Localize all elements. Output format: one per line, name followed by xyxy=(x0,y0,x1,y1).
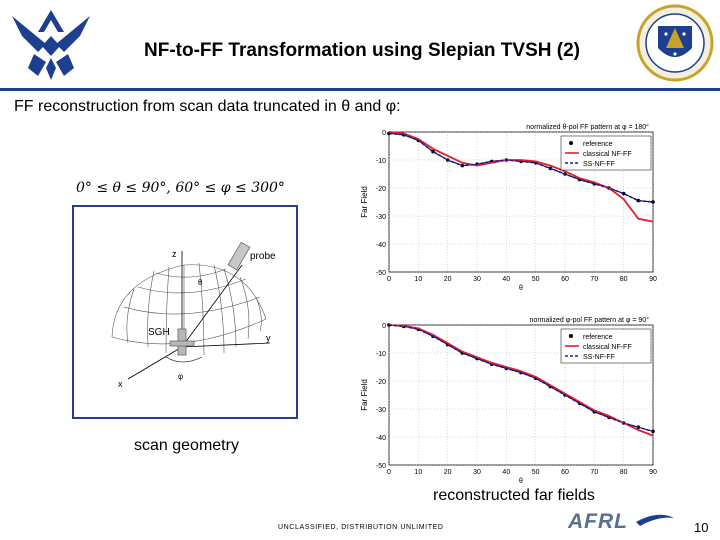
x-tick-label: 60 xyxy=(561,276,569,283)
farfield-chart-theta-pol: 0 10 20 30 40 50 60 70 80 90 0 -10 -20 -30 -40 -50 θ Far … xyxy=(360,123,657,292)
x-tick-label: 90 xyxy=(649,469,657,476)
y-tick-label: -30 xyxy=(376,407,386,414)
x-tick-label: 20 xyxy=(444,469,452,476)
x-axis-label: θ xyxy=(519,285,523,292)
geometry-caption: scan geometry xyxy=(134,437,239,454)
classification-footer: UNCLASSIFIED, DISTRIBUTION UNLIMITED xyxy=(278,524,444,531)
farfield-chart-phi-pol: 0 10 20 30 40 50 60 70 80 90 0 -10 -20 -30 -40 -50 θ Far … xyxy=(360,316,657,485)
label-probe: probe xyxy=(250,251,276,262)
scan-geometry-drawing: z y x probe SGH θ φ xyxy=(111,241,276,389)
legend-entry: classical NF-FF xyxy=(583,344,632,351)
legend-entry: classical NF-FF xyxy=(583,151,632,158)
x-tick-label: 80 xyxy=(620,469,628,476)
scan-range-formula: 0° ≤ θ ≤ 90°, 60° ≤ φ ≤ 300° xyxy=(76,180,285,196)
series-line-1 xyxy=(388,324,654,437)
label-theta: θ xyxy=(198,278,203,287)
x-tick-label: 50 xyxy=(532,276,540,283)
x-tick-label: 30 xyxy=(473,276,481,283)
x-tick-label: 90 xyxy=(649,276,657,283)
legend-entry: reference xyxy=(583,141,613,148)
y-tick-label: -40 xyxy=(376,435,386,442)
afrl-logo-text: AFRL xyxy=(567,510,628,532)
legend-swatch xyxy=(569,141,573,145)
slide-title: NF-to-FF Transformation using Slepian TV… xyxy=(144,40,580,61)
series-line-2 xyxy=(388,324,654,433)
title-rule xyxy=(0,88,720,91)
label-y: y xyxy=(266,333,271,343)
x-tick-label: 70 xyxy=(590,469,598,476)
page-number: 10 xyxy=(694,520,709,535)
legend-entry: SS-NF-FF xyxy=(583,354,615,361)
x-tick-label: 40 xyxy=(502,276,510,283)
x-tick-label: 10 xyxy=(414,469,422,476)
sgh-flange xyxy=(169,340,195,347)
command-seal xyxy=(636,4,714,82)
x-axis-label: θ xyxy=(519,478,523,485)
y-axis-label: Far Field xyxy=(360,186,369,218)
y-tick-label: 0 xyxy=(382,130,386,137)
farfield-caption: reconstructed far fields xyxy=(433,487,595,504)
probe-icon xyxy=(227,241,251,271)
hemisphere-mesh xyxy=(111,262,267,356)
x-tick-label: 0 xyxy=(387,276,391,283)
y-tick-label: -20 xyxy=(376,186,386,193)
phi-arc xyxy=(165,356,203,363)
x-tick-label: 10 xyxy=(414,276,422,283)
x-tick-label: 60 xyxy=(561,469,569,476)
y-tick-label: -50 xyxy=(376,463,386,470)
probe-ray xyxy=(181,264,243,348)
x-tick-label: 50 xyxy=(532,469,540,476)
x-axis xyxy=(127,346,183,380)
y-tick-label: -20 xyxy=(376,379,386,386)
y-tick-label: -10 xyxy=(376,158,386,165)
data-point xyxy=(636,198,641,203)
afrl-logo: AFRL xyxy=(567,510,674,532)
x-tick-label: 30 xyxy=(473,469,481,476)
y-tick-label: -10 xyxy=(376,351,386,358)
y-axis-label: Far Field xyxy=(360,379,369,411)
y-tick-label: -50 xyxy=(376,270,386,277)
scan-geometry-figure: z y x probe SGH θ φ xyxy=(72,205,298,419)
chart-title: normalized θ-pol FF pattern at φ = 180° xyxy=(526,123,649,131)
label-phi: φ xyxy=(178,372,183,381)
y-tick-label: -40 xyxy=(376,242,386,249)
air-force-logo xyxy=(12,10,90,80)
legend-entry: reference xyxy=(583,334,613,341)
label-sgh: SGH xyxy=(148,327,170,338)
label-z: z xyxy=(172,249,177,259)
chart-title: normalized φ-pol FF pattern at φ = 90° xyxy=(530,316,650,324)
x-tick-label: 40 xyxy=(502,469,510,476)
x-tick-label: 80 xyxy=(620,276,628,283)
label-x: x xyxy=(118,379,123,389)
x-tick-label: 0 xyxy=(387,469,391,476)
legend-entry: SS-NF-FF xyxy=(583,161,615,168)
y-tick-label: 0 xyxy=(382,323,386,330)
legend-swatch xyxy=(569,334,573,338)
series-line-2 xyxy=(388,132,654,203)
x-tick-label: 70 xyxy=(590,276,598,283)
y-tick-label: -30 xyxy=(376,214,386,221)
y-axis xyxy=(181,342,271,348)
x-tick-label: 20 xyxy=(444,276,452,283)
slide-subtitle: FF reconstruction from scan data truncat… xyxy=(14,98,401,115)
data-point xyxy=(651,200,655,204)
